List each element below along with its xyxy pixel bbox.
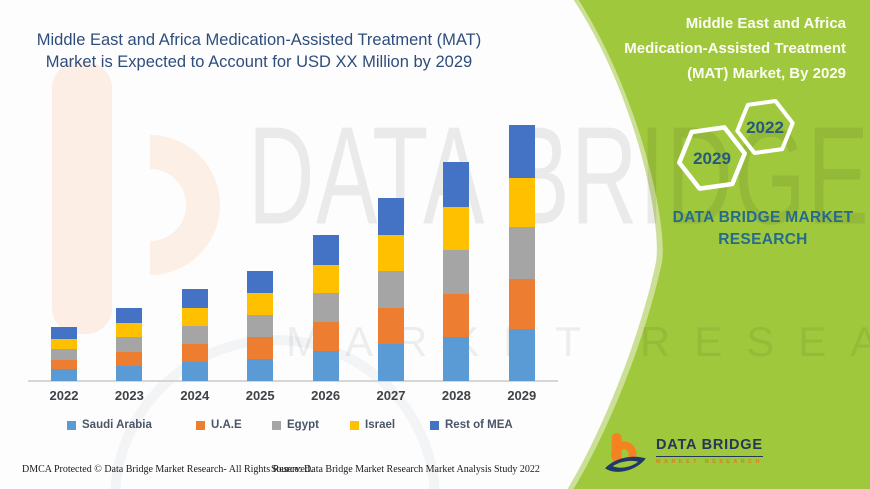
dbmr-logo: DATA BRIDGE MARKET RESEARCH — [604, 432, 763, 476]
bar-segment-2024-israel — [181, 308, 208, 326]
legend-item-saudi-arabia: Saudi Arabia — [67, 419, 152, 431]
hexagon-2029 — [677, 125, 747, 191]
dbmr-logo-icon — [605, 433, 646, 472]
side-panel-title: Middle East and Africa Medication-Assist… — [546, 11, 846, 86]
dmca-notice: DMCA Protected © Data Bridge Market Rese… — [22, 464, 313, 475]
bar-segment-2028-saudi-arabia — [443, 337, 470, 381]
bar-2027 — [378, 198, 404, 381]
legend-item-u-a-e: U.A.E — [196, 419, 242, 431]
bar-segment-2024-u-a-e — [181, 344, 208, 362]
legend-label: Saudi Arabia — [82, 419, 152, 431]
bar-segment-2025-israel — [247, 293, 274, 315]
bar-segment-2026-u-a-e — [312, 322, 339, 351]
bar-segment-2024-rest-of-mea — [181, 289, 208, 308]
legend-item-egypt: Egypt — [272, 419, 319, 431]
bar-segment-2027-egypt — [378, 271, 404, 308]
chart-title-line2: Market is Expected to Account for USD XX… — [45, 52, 473, 71]
bar-2023 — [116, 308, 143, 381]
legend-swatch — [350, 420, 359, 430]
legend-swatch — [67, 420, 76, 430]
x-axis-label-2022: 2022 — [49, 388, 79, 403]
legend-swatch — [430, 420, 439, 430]
bar-segment-2025-rest-of-mea — [247, 271, 274, 293]
x-axis-label-2029: 2029 — [507, 388, 537, 403]
brand-line1: DATA BRIDGE MARKET — [672, 209, 854, 226]
bar-segment-2026-rest-of-mea — [312, 235, 339, 265]
bar-segment-2022-israel — [51, 339, 77, 349]
legend-label: Egypt — [287, 419, 319, 431]
side-panel-title-line1: Middle East and Africa — [685, 15, 846, 32]
watermark-logo-stem — [52, 62, 112, 334]
x-axis-label-2025: 2025 — [245, 388, 275, 403]
legend-label: U.A.E — [211, 419, 242, 431]
side-panel-title-line3: (MAT) Market, By 2029 — [687, 65, 846, 82]
bar-segment-2022-egypt — [51, 349, 77, 360]
x-axis-label-2024: 2024 — [180, 388, 210, 403]
side-panel-title-line2: Medication-Assisted Treatment — [624, 40, 846, 57]
hexagon-2022 — [735, 99, 795, 155]
bar-segment-2023-saudi-arabia — [116, 366, 143, 381]
bar-segment-2024-saudi-arabia — [181, 362, 208, 381]
legend-swatch — [196, 420, 205, 430]
bar-segment-2023-egypt — [116, 337, 143, 352]
bar-segment-2029-u-a-e — [508, 279, 535, 329]
bar-segment-2029-saudi-arabia — [508, 329, 535, 381]
bar-segment-2029-egypt — [508, 227, 535, 279]
legend-label: Rest of MEA — [445, 419, 513, 431]
chart-title: Middle East and Africa Medication-Assist… — [8, 30, 510, 73]
bar-segment-2026-saudi-arabia — [312, 351, 339, 381]
bar-2029 — [508, 125, 535, 381]
x-axis-line — [28, 380, 558, 382]
year-hexagons: 2029 2022 — [677, 99, 795, 191]
bar-segment-2023-rest-of-mea — [116, 308, 143, 323]
bar-2025 — [247, 271, 274, 381]
bar-segment-2025-u-a-e — [247, 337, 274, 359]
bar-segment-2022-u-a-e — [51, 360, 77, 369]
bar-segment-2025-saudi-arabia — [247, 359, 274, 381]
bar-segment-2027-israel — [378, 235, 404, 271]
legend-label: Israel — [365, 419, 396, 431]
bar-segment-2026-israel — [312, 265, 339, 293]
bar-segment-2022-rest-of-mea — [51, 327, 77, 339]
watermark-text-databridge: DATA BRIDGE — [248, 98, 870, 255]
bar-segment-2028-israel — [443, 207, 470, 250]
bar-segment-2028-u-a-e — [443, 294, 470, 337]
x-axis-label-2026: 2026 — [311, 388, 341, 403]
hexagon-2022-label: 2022 — [746, 118, 784, 137]
bar-2024 — [181, 289, 208, 381]
legend-item-rest-of-mea: Rest of MEA — [430, 419, 513, 431]
bar-segment-2022-saudi-arabia — [51, 369, 77, 381]
logo-wordmark: DATA BRIDGE — [656, 437, 763, 457]
hexagon-2029-label: 2029 — [693, 149, 731, 168]
bar-segment-2027-rest-of-mea — [378, 198, 404, 235]
chart-title-line1: Middle East and Africa Medication-Assist… — [36, 31, 482, 49]
brand-line2: RESEARCH — [718, 231, 808, 248]
bar-segment-2025-egypt — [247, 315, 274, 337]
x-axis-label-2028: 2028 — [441, 388, 471, 403]
bar-segment-2023-israel — [116, 323, 143, 337]
logo-subtitle: MARKET RESEARCH — [656, 459, 763, 465]
bar-segment-2029-rest-of-mea — [508, 125, 535, 178]
side-panel-shape — [573, 0, 870, 489]
watermark-text-marketresearch: MARKET RESEARCH — [286, 318, 870, 365]
bar-segment-2027-saudi-arabia — [378, 344, 404, 381]
x-axis-label-2027: 2027 — [376, 388, 406, 403]
bar-segment-2028-rest-of-mea — [443, 162, 470, 207]
bar-segment-2024-egypt — [181, 326, 208, 344]
bar-2026 — [312, 235, 339, 381]
x-axis-label-2023: 2023 — [114, 388, 144, 403]
bar-2028 — [443, 162, 470, 381]
legend-swatch — [272, 420, 281, 430]
legend-item-israel: Israel — [350, 419, 395, 431]
source-note: Source: Data Bridge Market Research Mark… — [271, 464, 540, 475]
bar-segment-2027-u-a-e — [378, 308, 404, 344]
side-panel-brand: DATA BRIDGE MARKET RESEARCH — [657, 207, 869, 251]
bar-segment-2029-israel — [508, 178, 535, 227]
bar-segment-2026-egypt — [312, 293, 339, 322]
bar-segment-2028-egypt — [443, 250, 470, 294]
bar-2022 — [51, 327, 77, 381]
bar-segment-2023-u-a-e — [116, 352, 143, 366]
